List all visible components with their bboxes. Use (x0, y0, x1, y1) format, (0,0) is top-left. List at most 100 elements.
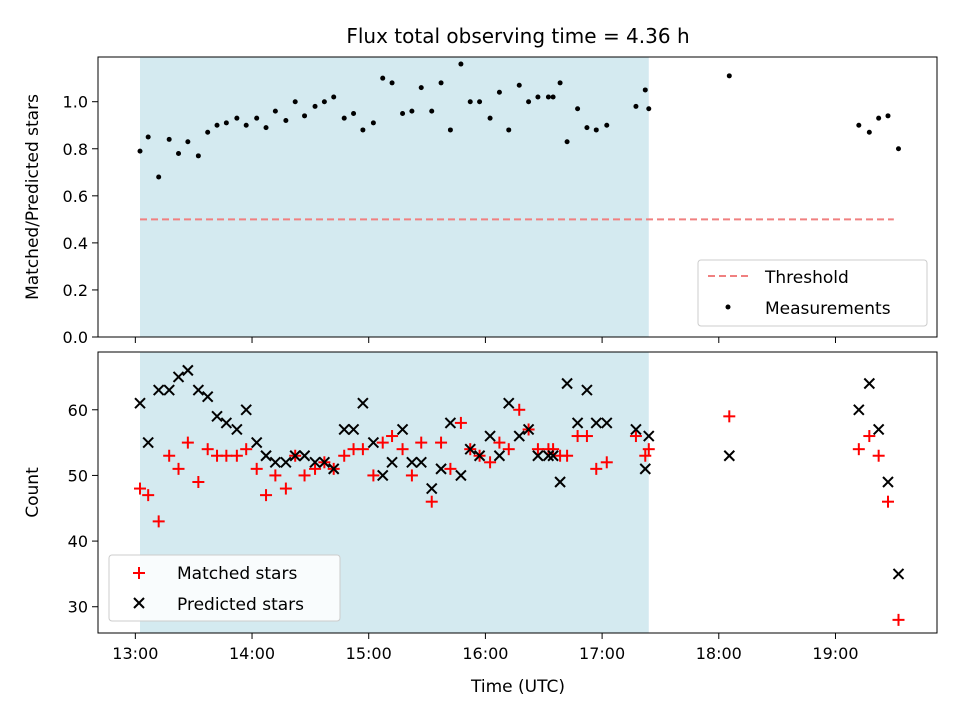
matched-star-point (134, 482, 147, 495)
predicted-star-point (723, 450, 735, 462)
y-tick-label: 0.4 (63, 234, 88, 253)
measurement-point (557, 80, 563, 86)
predicted-star-point (503, 397, 515, 409)
matched-star-point (531, 443, 544, 456)
predicted-star-point (547, 450, 559, 462)
bottom-legend-box (108, 554, 341, 622)
bottom-y-axis-label: Count (23, 467, 43, 518)
predicted-star-point (309, 456, 321, 469)
matched-star-point (444, 462, 457, 475)
x-tick-label: 19:00 (812, 644, 858, 663)
measurement-point (234, 115, 240, 121)
matched-star-point (590, 462, 603, 475)
measurement-point (321, 99, 327, 105)
x-tick-label: 18:00 (696, 644, 742, 663)
x-axis-label: Time (UTC) (470, 677, 565, 697)
measurement-point (176, 150, 182, 156)
matched-star-point (415, 436, 428, 449)
top-axes-frame (97, 56, 938, 338)
predicted-star-point (872, 423, 885, 436)
matched-star-point (220, 449, 233, 462)
matched-star-point (181, 436, 194, 449)
measurement-point (545, 94, 551, 100)
predicted-star-point (444, 417, 457, 429)
predicted-star-point (269, 456, 282, 469)
predicted-star-point (639, 463, 651, 475)
measurement-point (418, 85, 424, 91)
matched-star-point (502, 443, 515, 456)
matched-star-point (192, 475, 205, 488)
measurement-point (360, 127, 366, 133)
predicted-star-point (347, 423, 360, 436)
predicted-star-point (426, 482, 438, 495)
measurement-point (400, 110, 406, 116)
matched-star-point (367, 469, 380, 482)
matched-star-point (269, 469, 282, 482)
bottom-panel: 30 40 50 60 13:00 14:00 15:00 16:00 17:00 18:00 1… (23, 351, 938, 697)
predicted-star-point (435, 463, 447, 475)
predicted-star-point (581, 384, 593, 396)
predicted-star-point (473, 450, 486, 462)
top-legend-box (697, 259, 928, 327)
measurement-point (380, 75, 386, 81)
legend-predicted-label: Predicted stars (177, 595, 304, 615)
matched-star-point (396, 443, 409, 456)
x-tick-label: 13:00 (112, 644, 158, 663)
matched-star-point (298, 469, 311, 482)
predicted-star-point (561, 377, 573, 390)
y-tick-label: 0.2 (63, 281, 88, 300)
measurement-point (642, 87, 648, 93)
matched-star-point (484, 456, 497, 469)
measurement-point (302, 113, 308, 119)
measurement-point (604, 122, 610, 128)
predicted-star-point (386, 456, 398, 469)
measurement-point (331, 94, 337, 100)
matched-star-point (142, 489, 155, 502)
y-tick-label: 30 (68, 598, 88, 617)
matched-star-point (892, 613, 905, 626)
y-tick-label: 1.0 (63, 93, 88, 112)
predicted-star-point (231, 423, 243, 436)
predicted-star-point (882, 476, 894, 488)
predicted-star-point (571, 417, 584, 429)
measurement-point (185, 139, 191, 145)
predicted-star-point (211, 410, 223, 423)
measurement-point (876, 115, 882, 121)
predicted-star-point (590, 417, 602, 429)
predicted-star-point (298, 450, 311, 462)
measurement-point (195, 153, 201, 159)
predicted-star-point (240, 404, 252, 416)
measurement-point (593, 127, 599, 133)
matched-star-point (454, 416, 467, 429)
measurement-point (584, 125, 590, 131)
matched-star-point (580, 430, 593, 443)
measurement-point (409, 108, 415, 114)
predicted-star-point (853, 404, 865, 416)
matched-star-point (338, 449, 351, 462)
measurement-point (866, 129, 872, 135)
measurement-point (223, 120, 229, 126)
measurement-point (389, 80, 395, 86)
predicted-star-point (338, 423, 350, 436)
measurement-point (312, 103, 318, 109)
measurement-point (145, 134, 151, 140)
predicted-star-point (406, 456, 418, 469)
predicted-star-point (643, 430, 655, 442)
predicted-star-point (377, 469, 389, 482)
predicted-star-point (601, 417, 613, 429)
predicted-star-point (532, 450, 544, 462)
matched-star-point (356, 443, 369, 456)
measurement-point (646, 106, 652, 112)
measurement-point (564, 139, 570, 145)
x-tick-label: 14:00 (229, 644, 275, 663)
predicted-star-point (415, 456, 427, 469)
predicted-star-point (367, 436, 380, 449)
y-tick-label: 40 (68, 532, 88, 551)
y-tick-label: 0.6 (63, 187, 88, 206)
measurement-point (351, 110, 357, 116)
predicted-star-point (250, 436, 263, 449)
measurement-point (575, 106, 581, 112)
matched-star-point (250, 462, 263, 475)
matched-star-point (425, 495, 438, 508)
top-shaded-region (140, 57, 649, 337)
